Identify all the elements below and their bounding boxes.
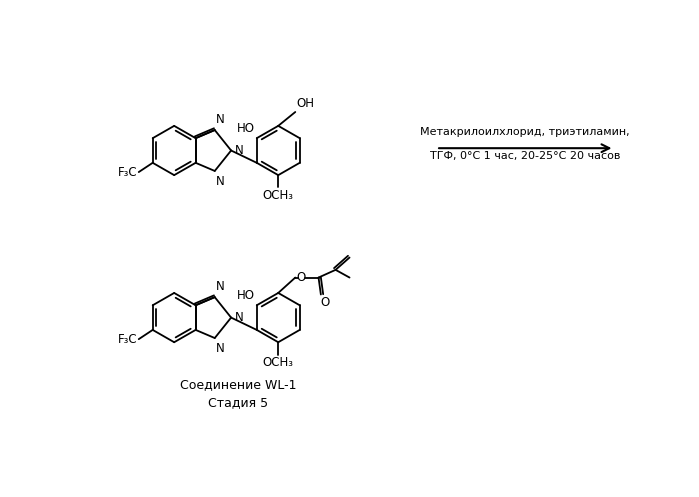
Text: N: N (216, 175, 225, 188)
Text: N: N (235, 144, 244, 157)
Text: F₃C: F₃C (117, 166, 137, 178)
Text: Метакрилоилхлорид, триэтиламин,: Метакрилоилхлорид, триэтиламин, (420, 127, 630, 137)
Text: Стадия 5: Стадия 5 (208, 397, 268, 410)
Text: N: N (216, 280, 225, 293)
Text: OH: OH (297, 97, 315, 110)
Text: OCH₃: OCH₃ (263, 189, 294, 202)
Text: HO: HO (236, 289, 254, 302)
Text: O: O (320, 296, 329, 309)
Text: OCH₃: OCH₃ (263, 356, 294, 369)
Text: N: N (235, 311, 244, 324)
Text: Соединение WL-1: Соединение WL-1 (180, 378, 296, 391)
Text: HO: HO (236, 122, 254, 135)
Text: N: N (216, 113, 225, 126)
Text: O: O (297, 271, 306, 284)
Text: ТГФ, 0°C 1 час, 20-25°C 20 часов: ТГФ, 0°C 1 час, 20-25°C 20 часов (430, 151, 621, 161)
Text: F₃C: F₃C (117, 332, 137, 345)
Text: N: N (216, 342, 225, 355)
